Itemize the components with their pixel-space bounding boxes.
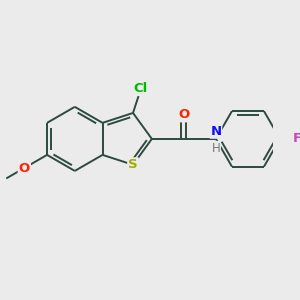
Text: H: H: [212, 142, 220, 154]
Text: F: F: [293, 132, 300, 146]
Text: Cl: Cl: [134, 82, 148, 95]
Text: O: O: [19, 161, 30, 175]
Text: N: N: [210, 125, 221, 138]
Text: S: S: [128, 158, 138, 171]
Text: O: O: [178, 108, 190, 122]
